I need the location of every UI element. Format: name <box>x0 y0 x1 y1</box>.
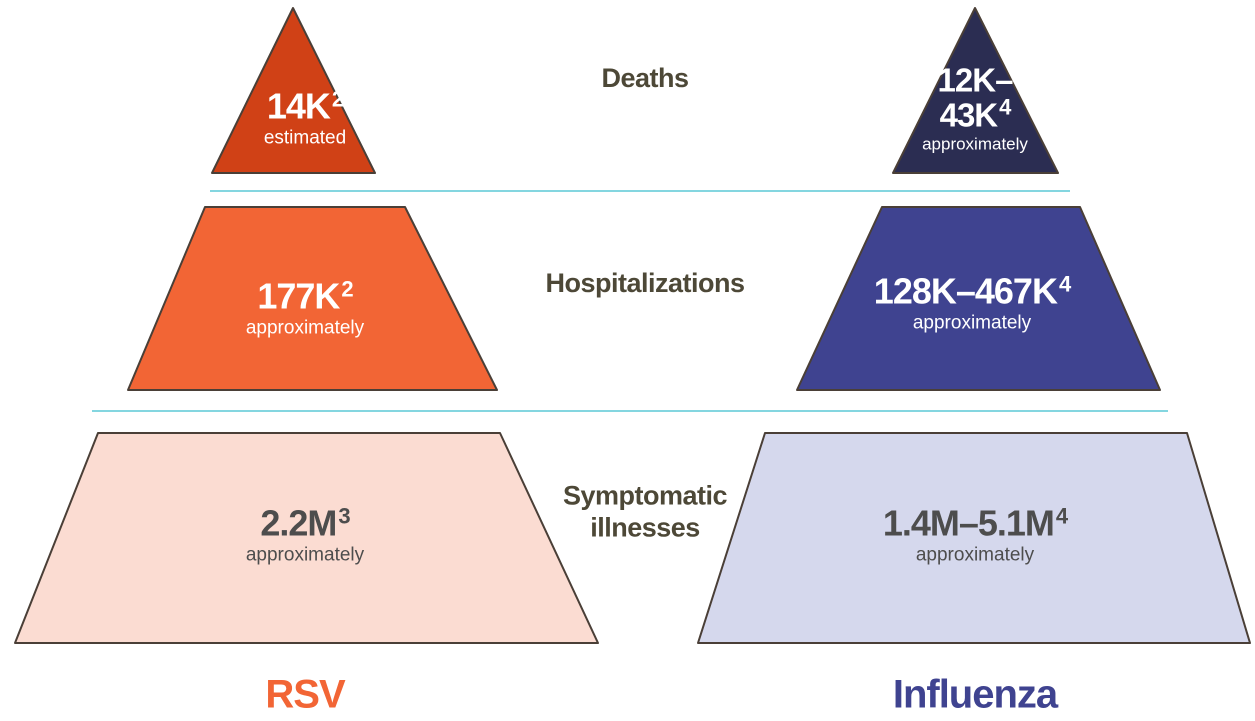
value: 177K2 <box>180 275 430 317</box>
value: 1.4M–5.1M4 <box>825 502 1125 544</box>
value: 128K–467K4 <box>832 270 1112 312</box>
reference: 4 <box>1058 271 1071 297</box>
value: 2.2M3 <box>155 502 455 544</box>
value: 14K2 <box>230 85 380 127</box>
value-text: 12K–43K <box>937 61 1014 134</box>
note: estimated <box>263 127 347 149</box>
value: 12K–43K4 <box>920 64 1030 132</box>
flu-deaths <box>892 7 1059 174</box>
reference: 3 <box>338 503 350 529</box>
value-text: 177K <box>257 275 340 317</box>
level-text: 14K2 estimated <box>230 85 380 149</box>
reference: 2 <box>331 86 344 112</box>
reference: 4 <box>1055 503 1068 529</box>
level-text: 1.4M–5.1M4 approximately <box>825 502 1125 566</box>
level-label: Deaths <box>601 62 689 93</box>
note: approximately <box>245 317 365 339</box>
value-text: 14K <box>266 85 331 127</box>
note: approximately <box>915 544 1035 566</box>
level-text: 128K–467K4 approximately <box>832 270 1112 334</box>
flu-illnesses <box>697 432 1251 644</box>
note: approximately <box>922 134 1028 154</box>
level-text: 2.2M3 approximately <box>155 502 455 566</box>
note: approximately <box>245 544 365 566</box>
rsv-deaths <box>211 7 376 174</box>
rsv-illnesses <box>14 432 599 644</box>
rsv-hospitalizations <box>127 206 498 391</box>
note: approximately <box>912 312 1032 334</box>
value-text: 2.2M <box>260 502 337 544</box>
value-text: 128K–467K <box>873 270 1058 312</box>
pyramid-title: RSV <box>265 672 345 717</box>
pyramid-title: Influenza <box>892 672 1058 717</box>
level-label: Symptomatic illnesses <box>562 480 728 543</box>
level-label: Hospitalizations <box>545 267 745 298</box>
reference: 2 <box>341 276 353 302</box>
flu-hospitalizations <box>796 206 1161 391</box>
reference: 4 <box>999 94 1011 120</box>
level-text: 177K2 approximately <box>180 275 430 339</box>
value-text: 1.4M–5.1M <box>882 502 1055 544</box>
level-text: 12K–43K4 approximately <box>900 64 1050 153</box>
